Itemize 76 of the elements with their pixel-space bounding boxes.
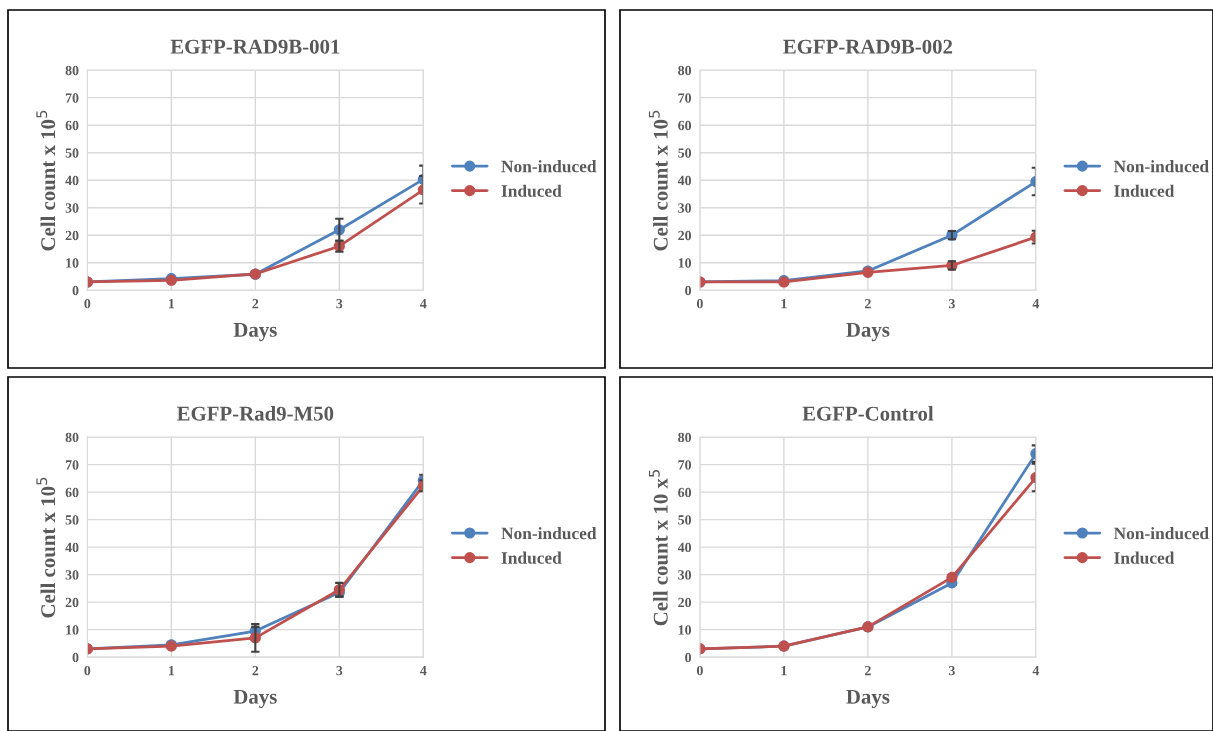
x-tick-label: 2	[865, 665, 871, 676]
y-tick-label: 0	[72, 285, 79, 296]
y-tick-label: 80	[678, 432, 692, 443]
y-tick-label: 20	[65, 230, 79, 241]
x-tick-label: 2	[252, 298, 259, 309]
y-tick-label: 50	[678, 515, 692, 525]
x-tick-label: 4	[1032, 299, 1040, 309]
x-tick-label: 1	[168, 665, 175, 676]
x-tick-label: 3	[336, 665, 343, 676]
y-axis-title: Cell count x 10 x$^{5}$	[648, 469, 668, 626]
y-tick-label: 50	[678, 148, 692, 158]
y-tick-label: 0	[685, 652, 692, 663]
x-tick-label: 1	[781, 665, 787, 676]
x-axis-title: Days	[846, 323, 890, 342]
x-tick-label: 2	[865, 298, 871, 309]
x-axis-title: Days	[846, 689, 890, 709]
x-axis-title: Days	[233, 323, 277, 342]
legend-label: Induced	[501, 551, 562, 564]
y-tick-label: 70	[65, 460, 79, 470]
y-tick-label: 70	[678, 93, 692, 103]
y-axis-title: Cell count x 10$^{5}$	[648, 110, 668, 251]
y-axis-title: Cell count x 10$^{5}$	[36, 477, 56, 618]
y-tick-label: 20	[678, 230, 692, 241]
legend-label: Induced	[501, 184, 562, 197]
legend-label: Non-induced	[501, 527, 597, 540]
y-tick-label: 40	[65, 175, 79, 186]
y-tick-label: 80	[65, 65, 79, 76]
y-tick-label: 40	[65, 542, 79, 553]
y-tick-label: 50	[65, 515, 79, 525]
legend-label: Non-induced	[1113, 527, 1209, 540]
y-tick-label: 0	[72, 652, 79, 663]
y-tick-label: 30	[65, 203, 79, 213]
y-tick-label: 40	[677, 542, 692, 553]
y-tick-label: 30	[678, 570, 692, 580]
y-tick-label: 10	[678, 258, 692, 268]
y-tick-label: 70	[678, 460, 692, 470]
y-tick-label: 40	[677, 175, 692, 186]
x-tick-label: 0	[696, 665, 703, 676]
x-tick-label: 1	[168, 299, 175, 309]
y-tick-label: 30	[678, 203, 692, 213]
x-tick-label: 4	[1032, 666, 1040, 676]
y-tick-label: 10	[66, 258, 79, 268]
y-tick-label: 80	[65, 432, 79, 443]
y-tick-label: 80	[678, 65, 692, 76]
legend-label: Non-induced	[501, 160, 597, 173]
x-tick-label: 4	[420, 299, 427, 309]
x-tick-label: 0	[84, 298, 91, 309]
y-tick-label: 70	[65, 93, 79, 103]
chart-title: EGFP-Control	[802, 406, 934, 421]
x-tick-label: 0	[84, 665, 91, 676]
legend-label: Non-induced	[1113, 160, 1209, 173]
y-tick-label: 60	[65, 487, 79, 498]
y-tick-label: 20	[65, 597, 79, 608]
chart-title: EGFP-RAD9B-001	[170, 39, 340, 54]
y-tick-label: 60	[65, 120, 79, 131]
y-tick-label: 20	[678, 597, 692, 608]
chart-title: EGFP-RAD9B-002	[783, 39, 953, 54]
x-tick-label: 0	[696, 298, 703, 309]
x-tick-label: 3	[948, 665, 955, 676]
x-tick-label: 1	[781, 299, 787, 309]
y-tick-label: 60	[678, 487, 692, 498]
y-tick-label: 0	[685, 285, 692, 296]
y-tick-label: 60	[678, 120, 692, 131]
x-tick-label: 3	[948, 298, 955, 309]
y-axis-title: Cell count x 10$^{5}$	[36, 110, 56, 251]
legend-label: Induced	[1114, 184, 1175, 197]
x-tick-label: 3	[336, 298, 343, 309]
x-axis-title: Days	[233, 689, 277, 709]
chart-title: EGFP-Rad9-M50	[177, 406, 334, 421]
y-tick-label: 30	[65, 570, 79, 580]
x-tick-label: 2	[252, 665, 259, 676]
y-tick-label: 10	[678, 625, 692, 635]
x-tick-label: 4	[420, 666, 427, 676]
y-tick-label: 50	[65, 148, 79, 158]
y-tick-label: 10	[66, 625, 79, 635]
legend-label: Induced	[1114, 551, 1175, 564]
